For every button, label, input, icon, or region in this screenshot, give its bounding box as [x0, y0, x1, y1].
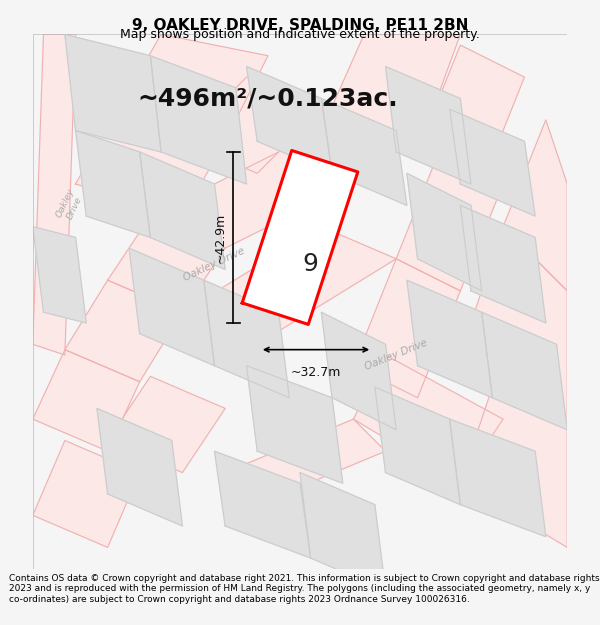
Polygon shape [322, 34, 460, 152]
Text: ~42.9m: ~42.9m [214, 213, 226, 262]
Polygon shape [322, 312, 396, 430]
Polygon shape [107, 216, 225, 312]
Polygon shape [225, 419, 386, 504]
Polygon shape [107, 376, 225, 472]
Polygon shape [482, 312, 567, 430]
Polygon shape [375, 387, 460, 504]
Polygon shape [33, 349, 140, 451]
Polygon shape [386, 66, 471, 184]
Polygon shape [407, 280, 493, 398]
Polygon shape [76, 109, 225, 216]
Polygon shape [449, 109, 535, 216]
Text: Oakley Drive: Oakley Drive [364, 338, 429, 372]
Polygon shape [129, 248, 215, 366]
Polygon shape [65, 280, 182, 382]
Text: ~32.7m: ~32.7m [291, 366, 341, 379]
Polygon shape [118, 34, 268, 141]
Polygon shape [300, 472, 386, 590]
Text: ~496m²/~0.123ac.: ~496m²/~0.123ac. [137, 86, 398, 111]
Polygon shape [97, 409, 182, 526]
Text: Map shows position and indicative extent of the property.: Map shows position and indicative extent… [120, 28, 480, 41]
Polygon shape [460, 227, 567, 419]
Polygon shape [247, 366, 343, 483]
Polygon shape [449, 419, 546, 537]
Text: Oakley
Drive: Oakley Drive [55, 187, 86, 224]
Polygon shape [33, 34, 76, 355]
Polygon shape [353, 355, 503, 483]
Polygon shape [215, 451, 311, 558]
Polygon shape [418, 45, 524, 184]
Text: Contains OS data © Crown copyright and database right 2021. This information is : Contains OS data © Crown copyright and d… [9, 574, 599, 604]
Polygon shape [460, 206, 546, 323]
Polygon shape [460, 355, 567, 548]
Polygon shape [204, 280, 289, 398]
Polygon shape [182, 227, 396, 344]
Polygon shape [151, 56, 247, 184]
Polygon shape [407, 173, 482, 291]
Text: 9, OAKLEY DRIVE, SPALDING, PE11 2BN: 9, OAKLEY DRIVE, SPALDING, PE11 2BN [132, 18, 468, 32]
Polygon shape [182, 77, 322, 173]
Polygon shape [140, 152, 225, 269]
Text: Oakley Drive: Oakley Drive [182, 246, 247, 282]
Polygon shape [247, 66, 332, 173]
Polygon shape [396, 152, 503, 291]
Polygon shape [242, 151, 358, 324]
Polygon shape [322, 99, 407, 206]
Polygon shape [151, 131, 396, 248]
Polygon shape [353, 259, 460, 398]
Polygon shape [503, 120, 567, 291]
Polygon shape [33, 441, 140, 548]
Polygon shape [76, 131, 151, 238]
Text: 9: 9 [303, 252, 319, 276]
Polygon shape [33, 227, 86, 323]
Polygon shape [65, 34, 161, 152]
